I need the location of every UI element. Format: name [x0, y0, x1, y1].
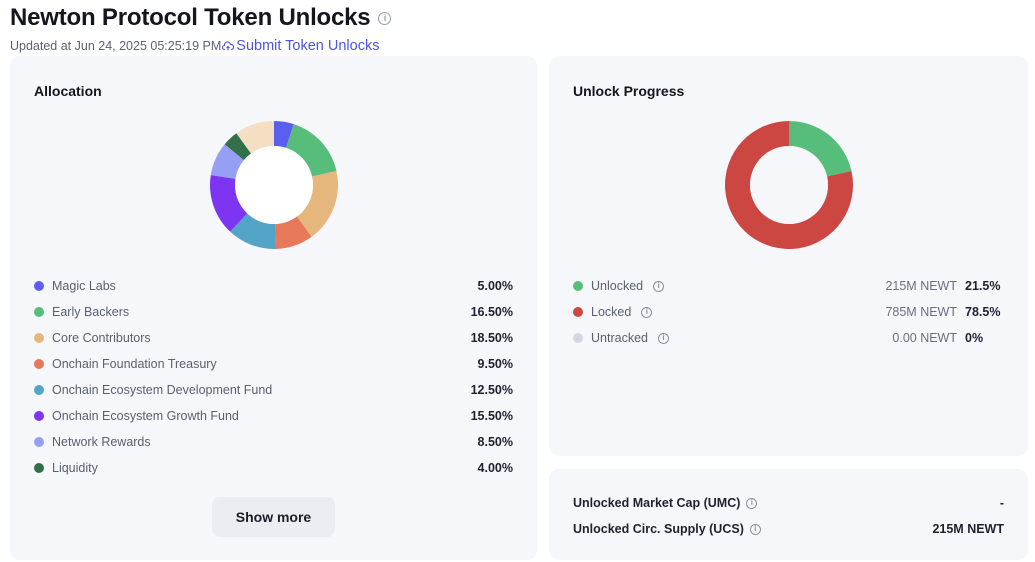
- unlock-percent: 21.5%: [965, 279, 1001, 293]
- unlock-progress-title: Unlock Progress: [573, 83, 685, 99]
- unlock-amount: 215M NEWT: [885, 279, 957, 293]
- legend-dot: [573, 333, 583, 343]
- allocation-card: Allocation Magic Labs 5.00% Early Backer…: [10, 56, 537, 560]
- legend-value: 16.50%: [470, 305, 513, 319]
- stat-value: -: [999, 496, 1004, 510]
- unlock-progress-card: Unlock Progress Unlocked i 215M NEWT 21.…: [549, 56, 1028, 456]
- cloud-upload-icon: [222, 41, 235, 51]
- legend-label: Network Rewards: [52, 435, 151, 449]
- allocation-legend: Magic Labs 5.00% Early Backers 16.50% Co…: [34, 273, 513, 481]
- unlock-item-unlocked: Unlocked i 215M NEWT 21.5%: [573, 273, 1003, 299]
- legend-item: Network Rewards 8.50%: [34, 429, 513, 455]
- legend-value: 9.50%: [477, 357, 513, 371]
- legend-value: 4.00%: [477, 461, 513, 475]
- allocation-title: Allocation: [34, 83, 102, 99]
- info-circle-icon[interactable]: i: [378, 11, 392, 25]
- stat-label: Unlocked Circ. Supply (UCS): [573, 522, 744, 536]
- unlock-amount: 785M NEWT: [885, 305, 957, 319]
- legend-value: 5.00%: [477, 279, 513, 293]
- unlock-percent: 0%: [965, 331, 984, 345]
- legend-item: Core Contributors 18.50%: [34, 325, 513, 351]
- legend-label: Liquidity: [52, 461, 98, 475]
- donut-segment[interactable]: [274, 121, 294, 148]
- legend-label: Core Contributors: [52, 331, 151, 345]
- legend-item: Onchain Ecosystem Growth Fund 15.50%: [34, 403, 513, 429]
- legend-value: 8.50%: [477, 435, 513, 449]
- donut-segment[interactable]: [236, 121, 274, 154]
- page-title: Newton Protocol Token Unlocks: [10, 4, 371, 31]
- donut-segment[interactable]: [230, 213, 277, 249]
- legend-item: Onchain Ecosystem Development Fund 12.50…: [34, 377, 513, 403]
- legend-dot: [34, 385, 44, 395]
- unlock-stats-card: Unlocked Market Cap (UMC) i - Unlocked C…: [549, 469, 1028, 560]
- legend-dot: [573, 307, 583, 317]
- info-circle-icon[interactable]: i: [749, 523, 761, 535]
- legend-item: Early Backers 16.50%: [34, 299, 513, 325]
- legend-dot: [34, 307, 44, 317]
- legend-dot: [34, 333, 44, 343]
- legend-label: Untracked: [591, 331, 648, 345]
- unlock-item-untracked: Untracked i 0.00 NEWT 0%: [573, 325, 1003, 351]
- page-header: Newton Protocol Token Unlocks i Updated …: [10, 3, 392, 54]
- donut-segment[interactable]: [296, 171, 338, 237]
- legend-item: Liquidity 4.00%: [34, 455, 513, 481]
- submit-link-label: Submit Token Unlocks: [236, 38, 380, 54]
- legend-dot: [34, 463, 44, 473]
- donut-segment[interactable]: [210, 174, 248, 232]
- legend-dot: [573, 281, 583, 291]
- donut-segment[interactable]: [789, 121, 852, 177]
- info-circle-icon[interactable]: i: [746, 497, 758, 509]
- stat-label: Unlocked Market Cap (UMC): [573, 496, 741, 510]
- legend-value: 15.50%: [470, 409, 513, 423]
- unlock-legend: Unlocked i 215M NEWT 21.5% Locked i 785M…: [573, 273, 1003, 351]
- stat-value: 215M NEWT: [932, 522, 1004, 536]
- legend-label: Unlocked: [591, 279, 644, 293]
- legend-dot: [34, 437, 44, 447]
- info-circle-icon[interactable]: i: [653, 280, 665, 292]
- donut-segment[interactable]: [224, 133, 252, 161]
- legend-item: Onchain Foundation Treasury 9.50%: [34, 351, 513, 377]
- legend-label: Early Backers: [52, 305, 130, 319]
- unlock-progress-donut-chart[interactable]: [724, 120, 854, 250]
- legend-label: Locked: [591, 305, 632, 319]
- donut-segment[interactable]: [275, 216, 312, 249]
- legend-label: Magic Labs: [52, 279, 116, 293]
- submit-token-unlocks-link[interactable]: Submit Token Unlocks: [221, 38, 379, 54]
- donut-segment[interactable]: [725, 121, 853, 249]
- legend-label: Onchain Ecosystem Development Fund: [52, 383, 273, 397]
- legend-dot: [34, 281, 44, 291]
- unlock-percent: 78.5%: [965, 305, 1001, 319]
- donut-segment[interactable]: [210, 144, 244, 179]
- show-more-button[interactable]: Show more: [212, 497, 335, 537]
- legend-dot: [34, 411, 44, 421]
- legend-value: 18.50%: [470, 331, 513, 345]
- stat-ucs: Unlocked Circ. Supply (UCS) i 215M NEWT: [573, 516, 1004, 542]
- info-circle-icon[interactable]: i: [641, 306, 653, 318]
- unlock-amount: 0.00 NEWT: [892, 331, 957, 345]
- legend-label: Onchain Foundation Treasury: [52, 357, 217, 371]
- donut-segment[interactable]: [286, 124, 337, 177]
- info-circle-icon[interactable]: i: [657, 332, 669, 344]
- legend-label: Onchain Ecosystem Growth Fund: [52, 409, 239, 423]
- allocation-donut-chart[interactable]: [209, 120, 339, 250]
- legend-value: 12.50%: [470, 383, 513, 397]
- updated-timestamp: Updated at Jun 24, 2025 05:25:19 PM: [10, 39, 222, 53]
- legend-dot: [34, 359, 44, 369]
- stat-umc: Unlocked Market Cap (UMC) i -: [573, 490, 1004, 516]
- legend-item: Magic Labs 5.00%: [34, 273, 513, 299]
- unlock-item-locked: Locked i 785M NEWT 78.5%: [573, 299, 1003, 325]
